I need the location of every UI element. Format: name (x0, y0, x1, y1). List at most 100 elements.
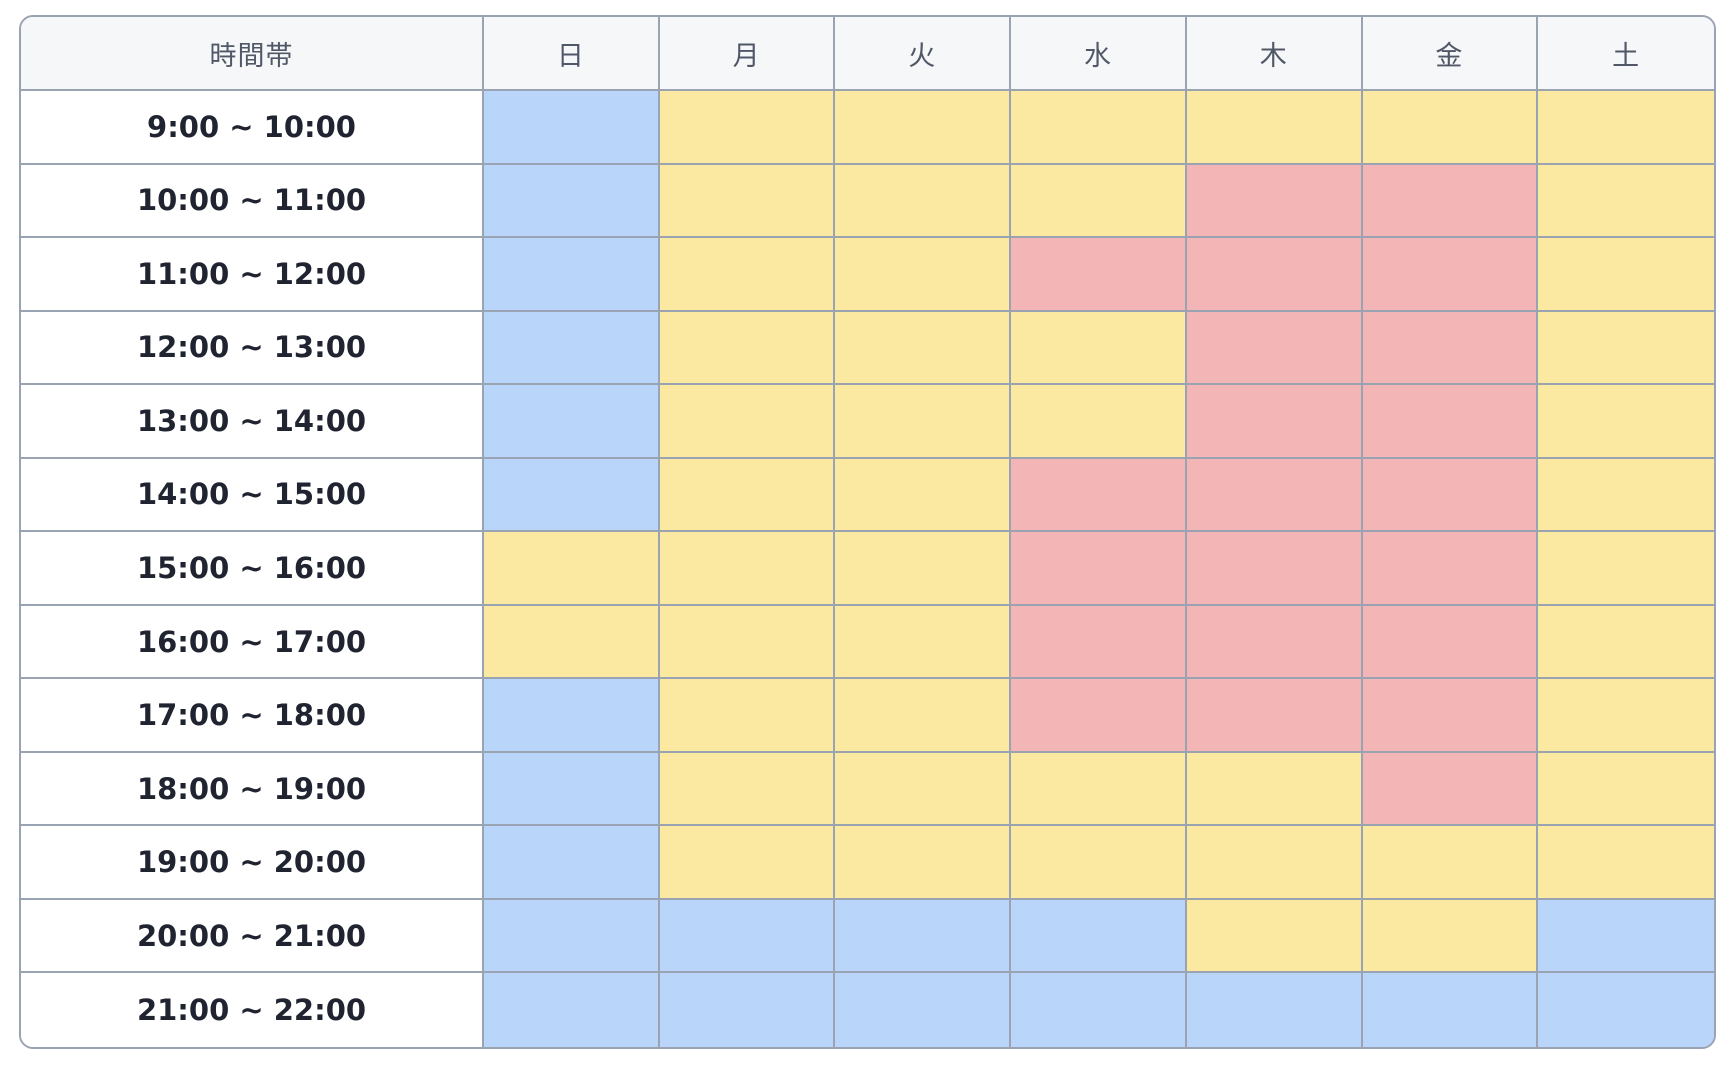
schedule-cell[interactable] (484, 385, 660, 459)
schedule-cell[interactable] (1186, 826, 1363, 900)
schedule-cell[interactable] (659, 679, 836, 753)
schedule-cell[interactable] (835, 973, 1012, 1047)
schedule-cell[interactable] (1186, 605, 1363, 680)
schedule-cell[interactable] (1011, 458, 1187, 533)
schedule-cell[interactable] (659, 973, 836, 1047)
schedule-cell[interactable] (835, 899, 1012, 974)
schedule-cell[interactable] (659, 605, 836, 680)
schedule-cell[interactable] (1362, 752, 1539, 827)
schedule-cell[interactable] (659, 752, 836, 827)
schedule-cell[interactable] (1362, 385, 1539, 459)
time-slot-label: 17:00 ~ 18:00 (21, 679, 484, 753)
schedule-cell[interactable] (484, 605, 660, 680)
time-slot-label: 10:00 ~ 11:00 (21, 164, 484, 239)
schedule-cell[interactable] (1538, 532, 1714, 606)
schedule-cell[interactable] (1186, 164, 1363, 239)
day-header: 水 (1011, 17, 1187, 91)
time-slot-label: 14:00 ~ 15:00 (21, 458, 484, 533)
schedule-cell[interactable] (484, 91, 660, 165)
schedule-cell[interactable] (835, 458, 1012, 533)
schedule-cell[interactable] (1362, 973, 1539, 1047)
schedule-cell[interactable] (484, 311, 660, 386)
schedule-cell[interactable] (1538, 91, 1714, 165)
schedule-cell[interactable] (1538, 605, 1714, 680)
schedule-cell[interactable] (1538, 164, 1714, 239)
schedule-cell[interactable] (835, 91, 1012, 165)
schedule-cell[interactable] (1362, 458, 1539, 533)
schedule-cell[interactable] (1186, 679, 1363, 753)
schedule-cell[interactable] (1538, 385, 1714, 459)
schedule-cell[interactable] (659, 311, 836, 386)
schedule-cell[interactable] (484, 238, 660, 312)
schedule-cell[interactable] (835, 826, 1012, 900)
schedule-cell[interactable] (1186, 385, 1363, 459)
schedule-cell[interactable] (659, 532, 836, 606)
schedule-cell[interactable] (835, 532, 1012, 606)
schedule-cell[interactable] (1362, 91, 1539, 165)
schedule-cell[interactable] (659, 826, 836, 900)
schedule-cell[interactable] (1538, 752, 1714, 827)
schedule-cell[interactable] (1362, 826, 1539, 900)
schedule-cell[interactable] (1011, 752, 1187, 827)
schedule-cell[interactable] (1362, 679, 1539, 753)
schedule-cell[interactable] (1011, 973, 1187, 1047)
time-slot-label: 18:00 ~ 19:00 (21, 752, 484, 827)
schedule-cell[interactable] (1538, 238, 1714, 312)
schedule-cell[interactable] (835, 164, 1012, 239)
schedule-cell[interactable] (1538, 311, 1714, 386)
time-slot-label: 16:00 ~ 17:00 (21, 605, 484, 680)
schedule-cell[interactable] (1362, 164, 1539, 239)
schedule-cell[interactable] (835, 679, 1012, 753)
schedule-cell[interactable] (1362, 238, 1539, 312)
schedule-cell[interactable] (1186, 311, 1363, 386)
schedule-cell[interactable] (1186, 973, 1363, 1047)
schedule-cell[interactable] (484, 679, 660, 753)
schedule-cell[interactable] (835, 752, 1012, 827)
schedule-cell[interactable] (484, 458, 660, 533)
schedule-cell[interactable] (484, 899, 660, 974)
schedule-cell[interactable] (484, 826, 660, 900)
schedule-cell[interactable] (1186, 532, 1363, 606)
schedule-cell[interactable] (1011, 605, 1187, 680)
schedule-cell[interactable] (1186, 91, 1363, 165)
schedule-cell[interactable] (1011, 238, 1187, 312)
schedule-cell[interactable] (1011, 532, 1187, 606)
schedule-cell[interactable] (1011, 899, 1187, 974)
schedule-cell[interactable] (835, 238, 1012, 312)
schedule-cell[interactable] (659, 164, 836, 239)
schedule-cell[interactable] (1011, 826, 1187, 900)
day-header: 月 (659, 17, 836, 91)
schedule-cell[interactable] (1186, 752, 1363, 827)
schedule-cell[interactable] (1011, 385, 1187, 459)
schedule-cell[interactable] (835, 385, 1012, 459)
schedule-cell[interactable] (659, 238, 836, 312)
schedule-cell[interactable] (835, 605, 1012, 680)
schedule-cell[interactable] (1538, 826, 1714, 900)
schedule-cell[interactable] (1011, 91, 1187, 165)
schedule-cell[interactable] (659, 458, 836, 533)
schedule-cell[interactable] (484, 164, 660, 239)
schedule-cell[interactable] (484, 973, 660, 1047)
schedule-cell[interactable] (484, 532, 660, 606)
schedule-cell[interactable] (1186, 238, 1363, 312)
schedule-cell[interactable] (659, 899, 836, 974)
schedule-cell[interactable] (1362, 311, 1539, 386)
schedule-cell[interactable] (835, 311, 1012, 386)
time-slot-label: 11:00 ~ 12:00 (21, 238, 484, 312)
schedule-cell[interactable] (1011, 679, 1187, 753)
schedule-cell[interactable] (1538, 458, 1714, 533)
schedule-cell[interactable] (1362, 532, 1539, 606)
schedule-cell[interactable] (1538, 899, 1714, 974)
schedule-cell[interactable] (1538, 973, 1714, 1047)
schedule-cell[interactable] (1011, 311, 1187, 386)
schedule-cell[interactable] (1011, 164, 1187, 239)
schedule-cell[interactable] (1362, 605, 1539, 680)
schedule-cell[interactable] (1538, 679, 1714, 753)
schedule-cell[interactable] (659, 91, 836, 165)
schedule-cell[interactable] (484, 752, 660, 827)
schedule-cell[interactable] (1362, 899, 1539, 974)
time-header: 時間帯 (21, 17, 484, 91)
schedule-cell[interactable] (1186, 899, 1363, 974)
schedule-cell[interactable] (1186, 458, 1363, 533)
schedule-cell[interactable] (659, 385, 836, 459)
